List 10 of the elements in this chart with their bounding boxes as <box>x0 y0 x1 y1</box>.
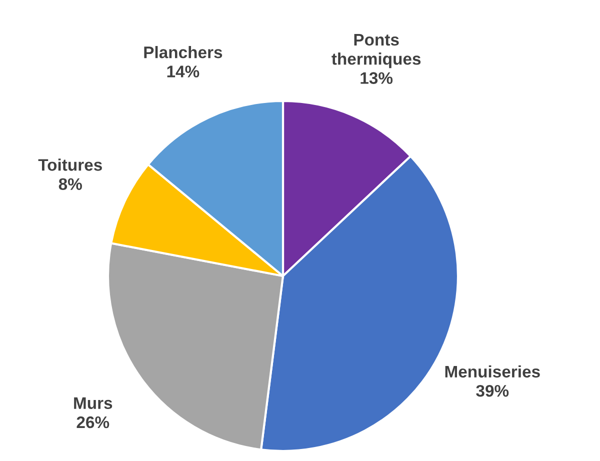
slice-label: Ponts thermiques <box>332 34 421 68</box>
slice-label: Murs <box>74 397 112 410</box>
data-label: 26% <box>76 416 110 428</box>
slice-label: Planchers <box>144 46 222 58</box>
slice-label: Menuiseries <box>445 365 540 378</box>
data-label: 39% <box>476 384 509 397</box>
slice-label: Toitures <box>38 158 102 171</box>
data-label: 8% <box>58 178 82 190</box>
data-label: 14% <box>167 66 200 78</box>
data-label: 13% <box>360 72 393 84</box>
